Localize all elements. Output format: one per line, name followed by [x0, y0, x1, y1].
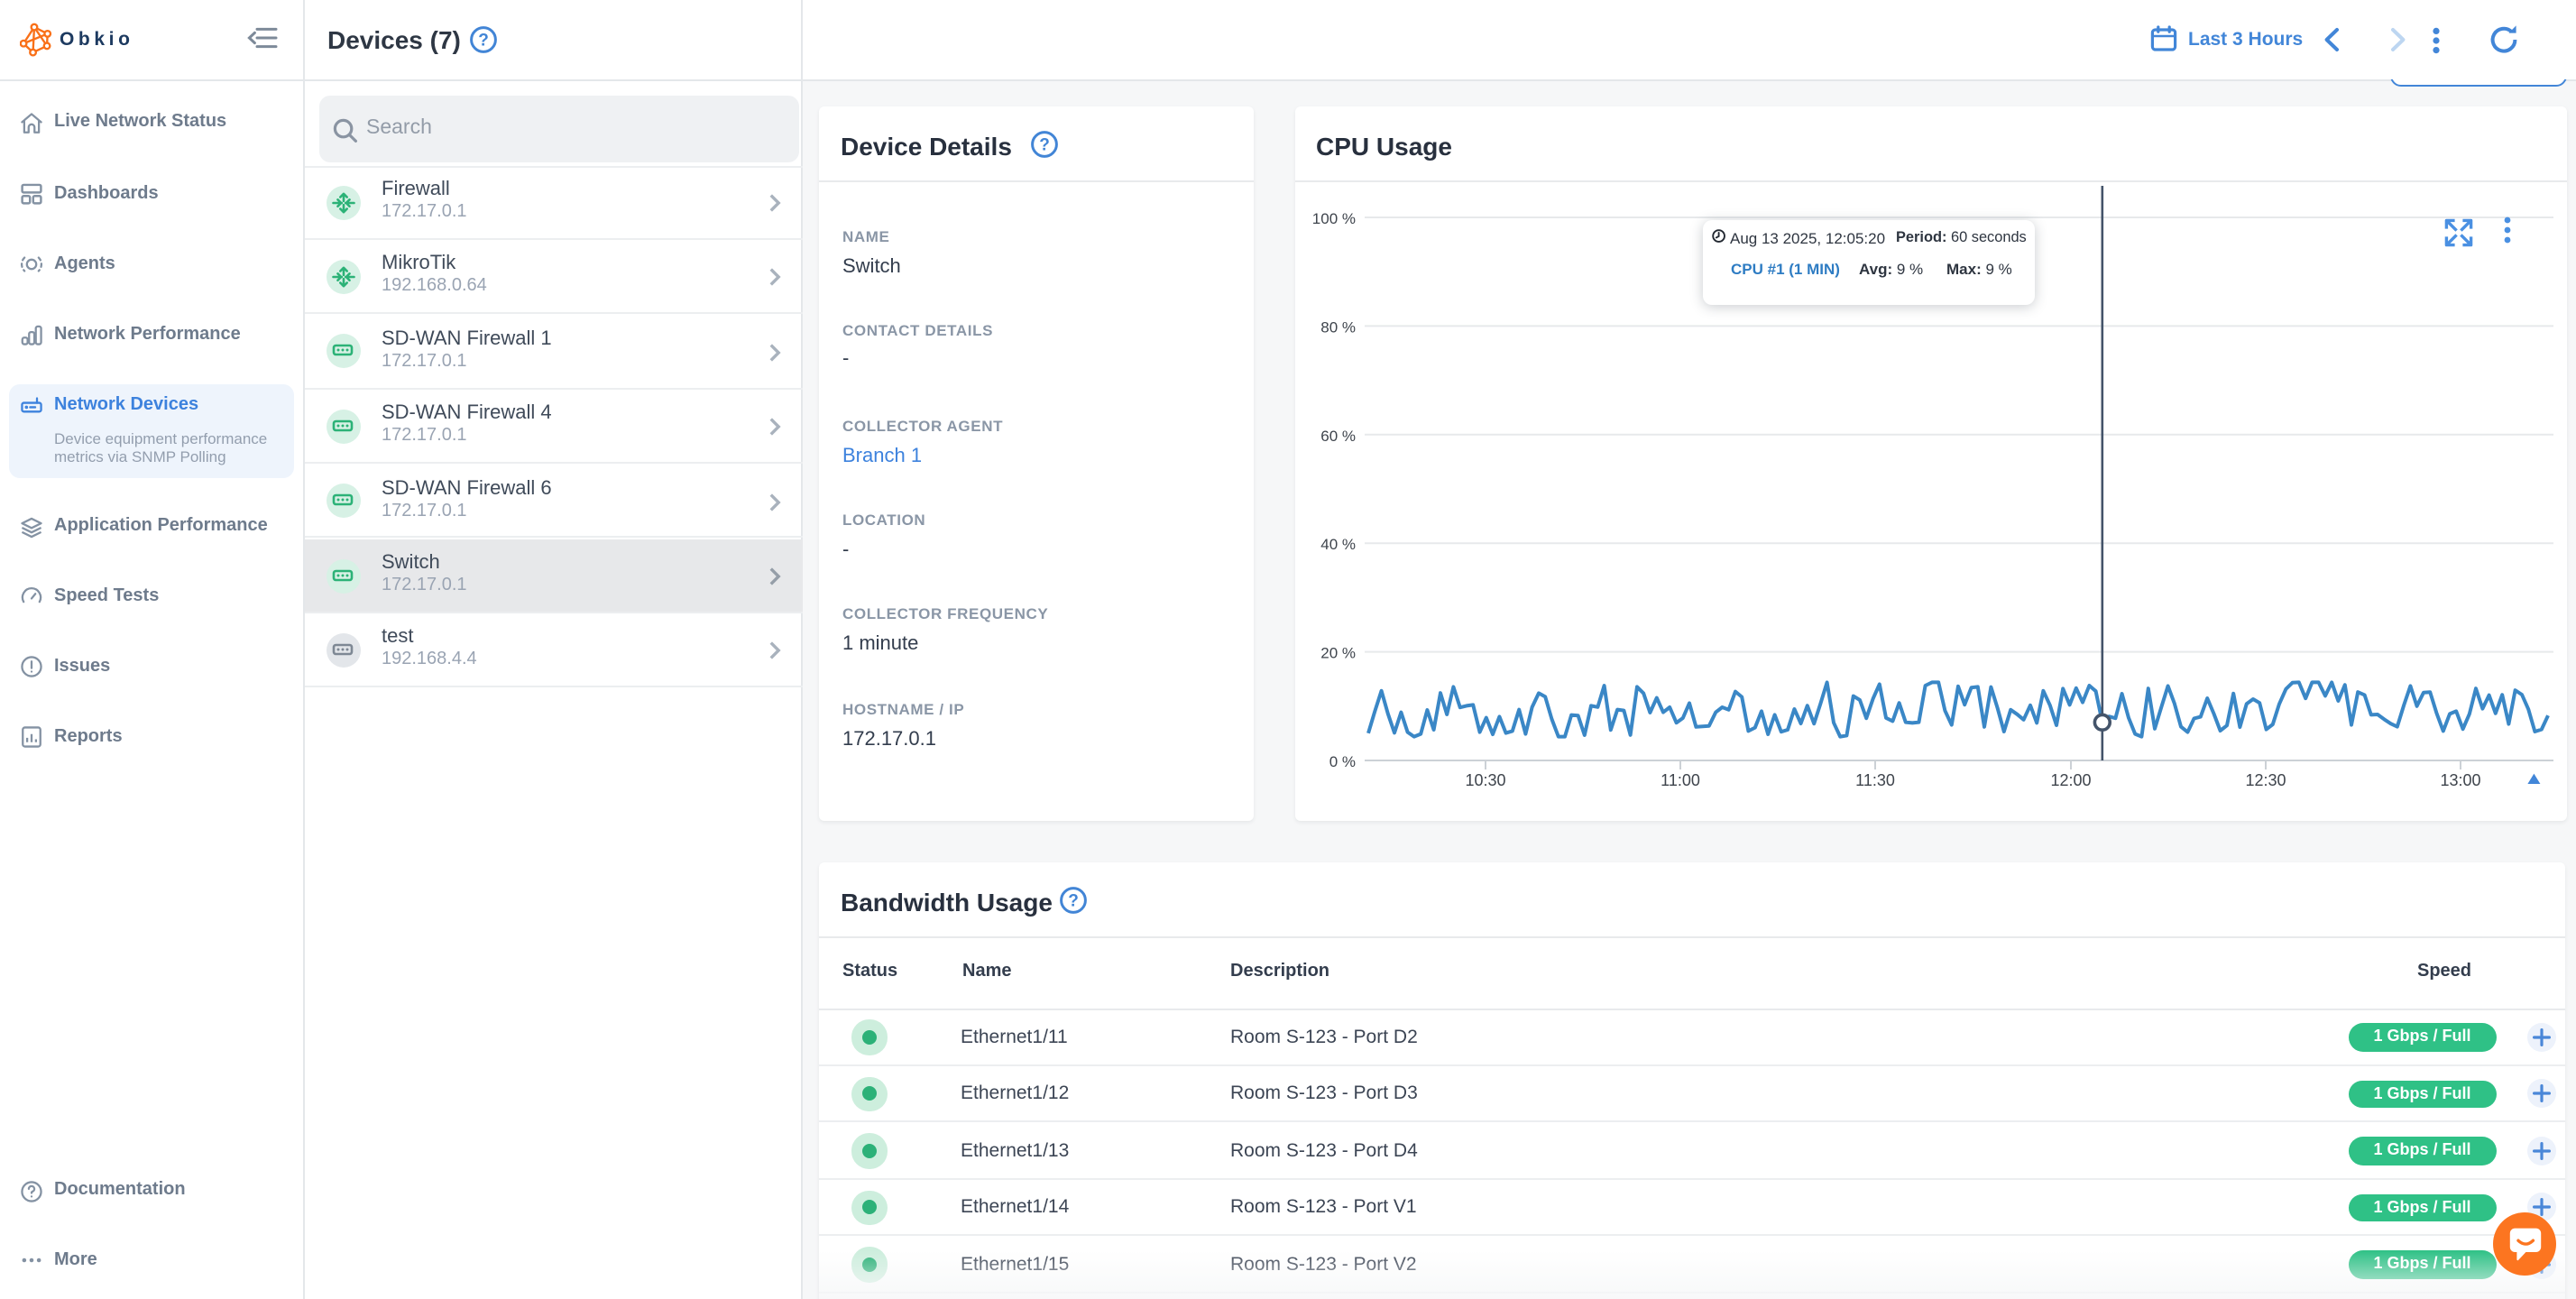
svg-text:?: ? [477, 31, 488, 50]
svg-text:10:30: 10:30 [1464, 771, 1504, 789]
svg-text:20 %: 20 % [1320, 645, 1355, 662]
svg-text:?: ? [1039, 135, 1050, 154]
svg-text:40 %: 40 % [1320, 536, 1355, 553]
svg-text:60 %: 60 % [1320, 428, 1355, 445]
svg-text:11:00: 11:00 [1660, 771, 1699, 789]
svg-text:?: ? [1068, 891, 1079, 910]
svg-text:12:30: 12:30 [2244, 771, 2285, 789]
svg-text:100 %: 100 % [1311, 210, 1355, 227]
svg-text:0 %: 0 % [1329, 753, 1355, 770]
svg-text:11:30: 11:30 [1854, 771, 1894, 789]
svg-text:80 %: 80 % [1320, 318, 1355, 336]
svg-text:12:00: 12:00 [2049, 771, 2090, 789]
svg-text:13:00: 13:00 [2439, 771, 2479, 789]
